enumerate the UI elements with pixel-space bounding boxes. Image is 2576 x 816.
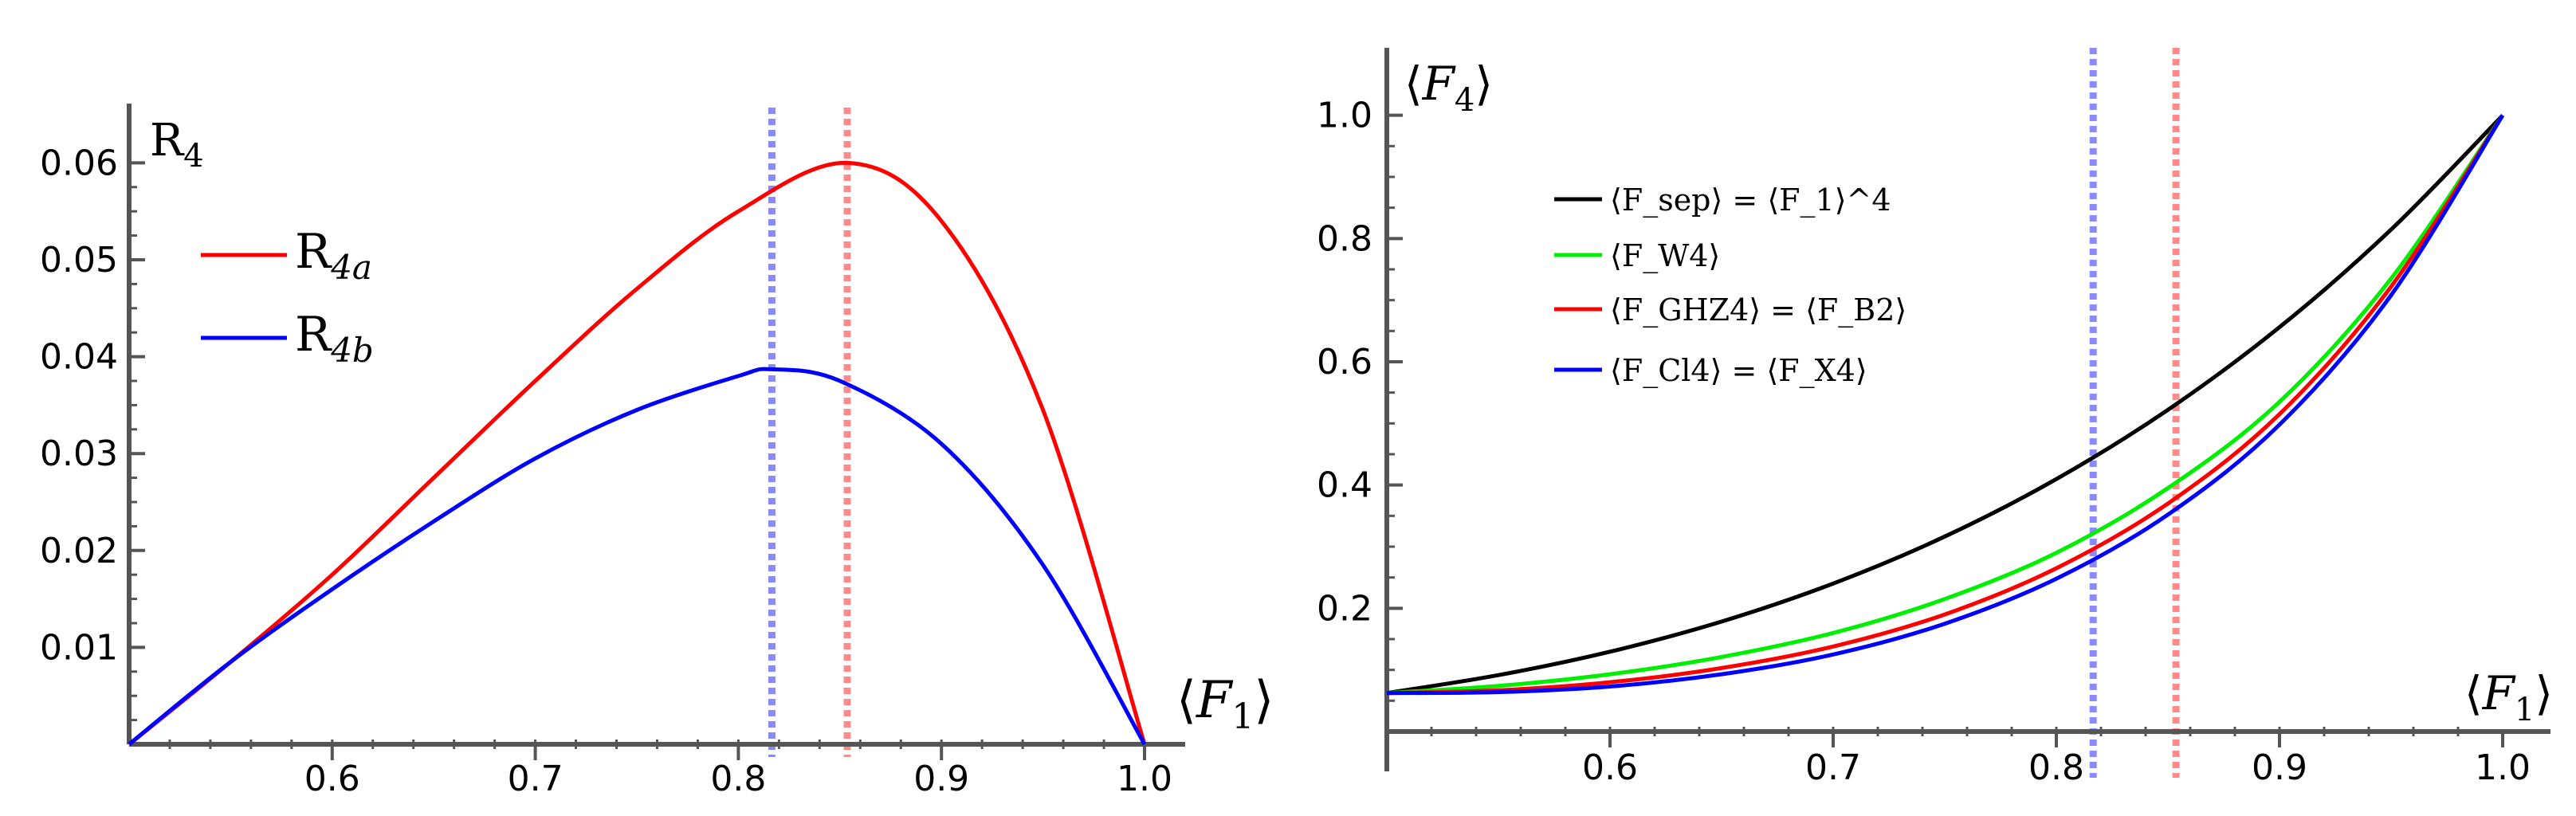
- left-x-tick-label-1: 0.7: [508, 759, 564, 799]
- right-series-F_sep: [1386, 113, 2504, 696]
- right-y-tick-label-1: 0.4: [1317, 465, 1372, 506]
- right-legend: ⟨F_sep⟩ = ⟨F_1⟩^4 ⟨F_W4⟩ ⟨F_GHZ4⟩ = ⟨F_B…: [1554, 182, 1906, 389]
- right-y-axis-label: ⟨F4⟩: [1404, 57, 1493, 119]
- left-y-tick-label-2: 0.03: [40, 434, 118, 474]
- right-y-tick-label-2: 0.6: [1317, 342, 1372, 382]
- right-x-tick-label-2: 0.8: [2028, 747, 2084, 788]
- left-y-tick-label-0: 0.01: [40, 627, 118, 668]
- left-series-R4a: [128, 160, 1147, 746]
- left-x-ticks: 0.6 0.7 0.8 0.9 1.0: [304, 744, 1172, 799]
- legend-label-f-w4: ⟨F_W4⟩: [1610, 238, 1720, 274]
- left-y-tick-label-5: 0.06: [40, 143, 118, 183]
- legend-label-r4a: R4a: [295, 224, 372, 287]
- right-series-F_Cl4: [1386, 114, 2505, 696]
- left-y-ticks: 0.01 0.02 0.03 0.04 0.05 0.06: [40, 143, 145, 668]
- left-vlines: [768, 108, 851, 757]
- right-y-tick-label-4: 1.0: [1317, 96, 1372, 136]
- left-minor-ticks: [129, 161, 1105, 749]
- left-chart: 0.6 0.7 0.8 0.9 1.0 0.01 0.02 0.03 0.04 0.05 0.06…: [40, 104, 1274, 799]
- right-x-tick-label-1: 0.7: [1805, 747, 1861, 788]
- right-y-tick-label-0: 0.2: [1317, 588, 1372, 629]
- right-x-tick-label-3: 0.9: [2252, 747, 2307, 788]
- right-minor-ticks: [1387, 114, 2460, 736]
- legend-label-f-sep: ⟨F_sep⟩ = ⟨F_1⟩^4: [1610, 182, 1891, 218]
- right-x-axis-label: ⟨F1⟩: [2464, 666, 2553, 728]
- left-y-axis-label: R4: [150, 115, 204, 175]
- left-series-R4b: [128, 367, 1147, 746]
- right-series-F_W4: [1386, 114, 2505, 696]
- right-vlines: [2089, 48, 2180, 778]
- left-legend: R4a R4b: [201, 224, 374, 370]
- right-x-ticks: 0.6 0.7 0.8 0.9 1.0: [1582, 732, 2531, 788]
- right-y-ticks: 0.2 0.4 0.6 0.8 1.0: [1317, 96, 1403, 629]
- left-y-tick-label-4: 0.05: [40, 240, 118, 280]
- right-x-tick-label-4: 1.0: [2475, 747, 2531, 788]
- left-x-tick-label-3: 0.9: [913, 759, 969, 799]
- legend-label-f-ghz4: ⟨F_GHZ4⟩ = ⟨F_B2⟩: [1610, 292, 1906, 328]
- left-x-axis-label: ⟨F1⟩: [1176, 671, 1274, 737]
- left-x-tick-label-4: 1.0: [1117, 759, 1172, 799]
- right-x-tick-label-0: 0.6: [1582, 747, 1638, 788]
- legend-label-r4b: R4b: [295, 307, 374, 370]
- right-chart: 0.6 0.7 0.8 0.9 1.0 0.2 0.4 0.6 0.8 1.0 ⟨F4⟩ ⟨F1…: [1317, 48, 2553, 788]
- left-x-tick-label-0: 0.6: [304, 759, 360, 799]
- right-y-tick-label-3: 0.8: [1317, 218, 1372, 259]
- left-y-tick-label-3: 0.04: [40, 337, 118, 378]
- right-series-F_GHZ4: [1386, 114, 2505, 696]
- legend-label-f-cl4: ⟨F_Cl4⟩ = ⟨F_X4⟩: [1610, 353, 1867, 389]
- left-series: [128, 160, 1147, 746]
- left-y-tick-label-1: 0.02: [40, 531, 118, 571]
- left-x-tick-label-2: 0.8: [710, 759, 766, 799]
- right-series: [1386, 113, 2505, 696]
